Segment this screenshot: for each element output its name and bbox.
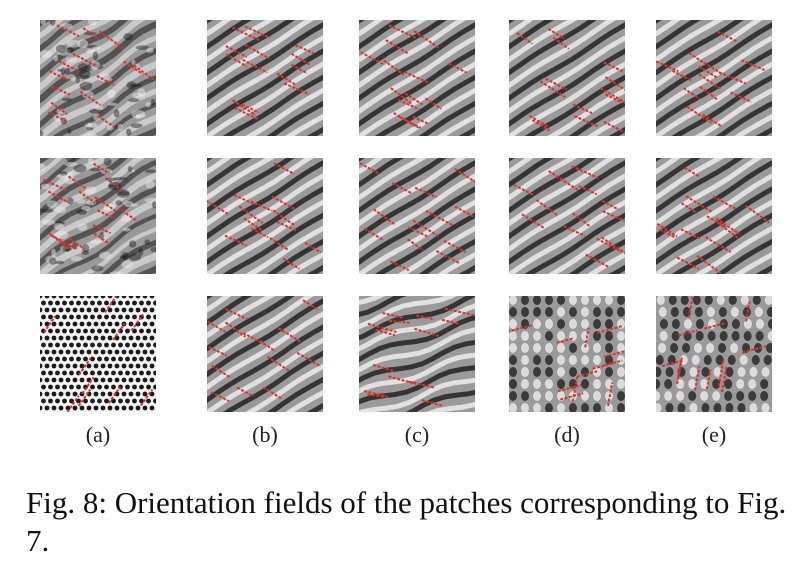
orientation-field-image [656, 20, 772, 136]
figure-caption: Fig. 8: Orientation fields of the patche… [26, 485, 787, 558]
patch-row1-col-d [509, 20, 625, 136]
patch-row2-col-d [509, 158, 625, 274]
patch-row2-col-c [359, 158, 475, 274]
orientation-field-image [656, 296, 772, 412]
orientation-field-image [509, 20, 625, 136]
patch-row3-col-b [207, 296, 323, 412]
column-label-c: (c) [404, 422, 430, 447]
orientation-field-image [40, 296, 156, 412]
orientation-field-image [359, 158, 475, 274]
patch-row3-col-c [359, 296, 475, 412]
patch-row2-col-e [656, 158, 772, 274]
column-label-b: (b) [252, 422, 278, 447]
column-label-a: (a) [85, 422, 111, 447]
orientation-field-image [207, 20, 323, 136]
orientation-field-image [509, 296, 625, 412]
orientation-field-image [359, 20, 475, 136]
column-label-d: (d) [554, 422, 580, 447]
orientation-field-image [359, 296, 475, 412]
orientation-field-image [656, 158, 772, 274]
patch-row1-col-c [359, 20, 475, 136]
figure: (a) (b) (c) (d) (e) [40, 20, 772, 447]
patch-row1-col-a [40, 20, 156, 136]
orientation-field-image [509, 158, 625, 274]
orientation-field-image [207, 296, 323, 412]
patch-row3-col-d [509, 296, 625, 412]
patch-row1-col-e [656, 20, 772, 136]
column-label-e: (e) [701, 422, 727, 447]
patch-row3-col-e [656, 296, 772, 412]
orientation-field-image [40, 20, 156, 136]
patch-row1-col-b [207, 20, 323, 136]
orientation-field-image [207, 158, 323, 274]
patch-row2-col-b [207, 158, 323, 274]
patch-row2-col-a [40, 158, 156, 274]
patch-row3-col-a [40, 296, 156, 412]
orientation-field-image [40, 158, 156, 274]
